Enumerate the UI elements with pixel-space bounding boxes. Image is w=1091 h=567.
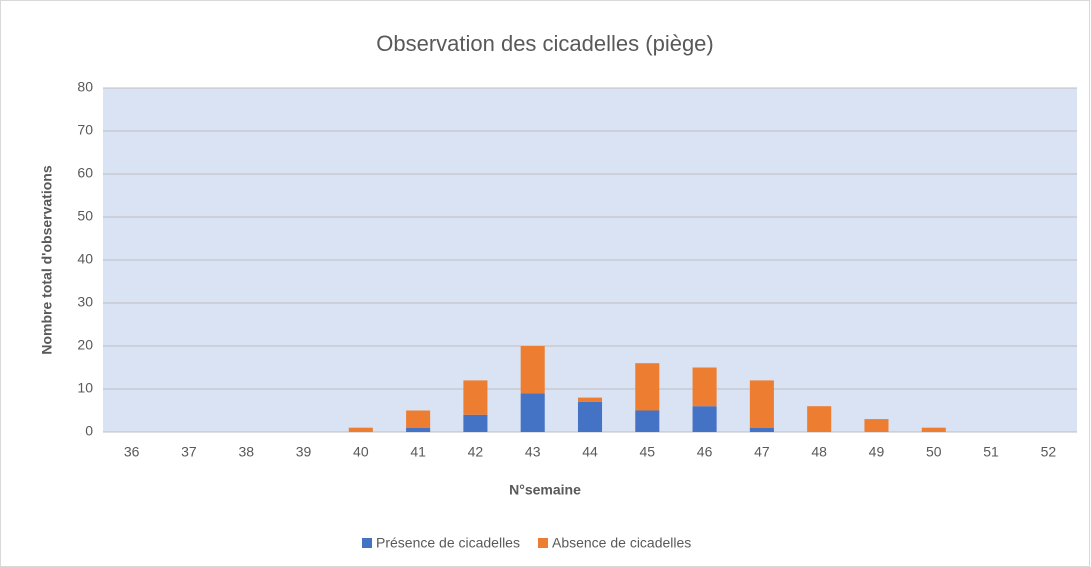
y-tick-label: 10: [77, 380, 93, 396]
x-tick-label: 51: [983, 444, 999, 460]
y-tick-label: 60: [77, 165, 93, 181]
y-tick-label: 40: [77, 251, 93, 267]
y-tick-label: 80: [77, 79, 93, 95]
bar-segment: [635, 410, 660, 432]
bar-segment: [577, 401, 603, 432]
chart-title: Observation des cicadelles (piège): [376, 31, 714, 56]
legend-swatch: [537, 538, 548, 548]
bar-segment: [749, 380, 774, 428]
x-tick-label: 38: [238, 444, 254, 460]
bar-segment: [921, 427, 946, 432]
bar-segment: [406, 427, 431, 432]
bar-segment: [692, 406, 717, 432]
legend-swatch: [362, 538, 372, 548]
x-tick-label: 40: [353, 444, 369, 460]
x-tick-label: 47: [754, 444, 770, 460]
x-tick-label: 36: [124, 444, 140, 460]
y-axis-label: Nombre total d'observations: [39, 165, 55, 354]
bar-segment: [406, 410, 431, 428]
x-tick-label: 39: [296, 444, 312, 460]
bar-segment: [348, 427, 373, 432]
x-tick-label: 48: [811, 444, 827, 460]
x-tick-label: 37: [181, 444, 197, 460]
x-tick-label: 46: [697, 444, 713, 460]
y-tick-label: 0: [85, 423, 93, 439]
x-tick-label: 49: [869, 444, 885, 460]
y-tick-label: 20: [77, 337, 93, 353]
bar-segment: [463, 414, 488, 432]
x-tick-label: 41: [410, 444, 426, 460]
x-axis-label: N°semaine: [509, 482, 581, 498]
y-tick-label: 30: [77, 294, 93, 310]
x-tick-label: 50: [926, 444, 942, 460]
bar-segment: [635, 363, 660, 411]
bar-segment: [577, 397, 603, 402]
legend-label: Absence de cicadelles: [552, 535, 691, 551]
bar-segment: [692, 367, 717, 407]
y-tick-label: 50: [77, 208, 93, 224]
bar-segment: [520, 393, 545, 432]
legend-label: Présence de cicadelles: [376, 535, 520, 551]
bar-segment: [520, 346, 545, 394]
bar-segment: [807, 406, 832, 432]
x-tick-label: 43: [525, 444, 541, 460]
x-tick-label: 44: [582, 444, 598, 460]
bar-segment: [864, 419, 889, 432]
y-tick-label: 70: [77, 122, 93, 138]
bar-segment: [749, 427, 774, 432]
x-tick-label: 52: [1041, 444, 1057, 460]
x-tick-label: 45: [640, 444, 656, 460]
bar-segment: [463, 380, 488, 415]
x-tick-label: 42: [468, 444, 484, 460]
